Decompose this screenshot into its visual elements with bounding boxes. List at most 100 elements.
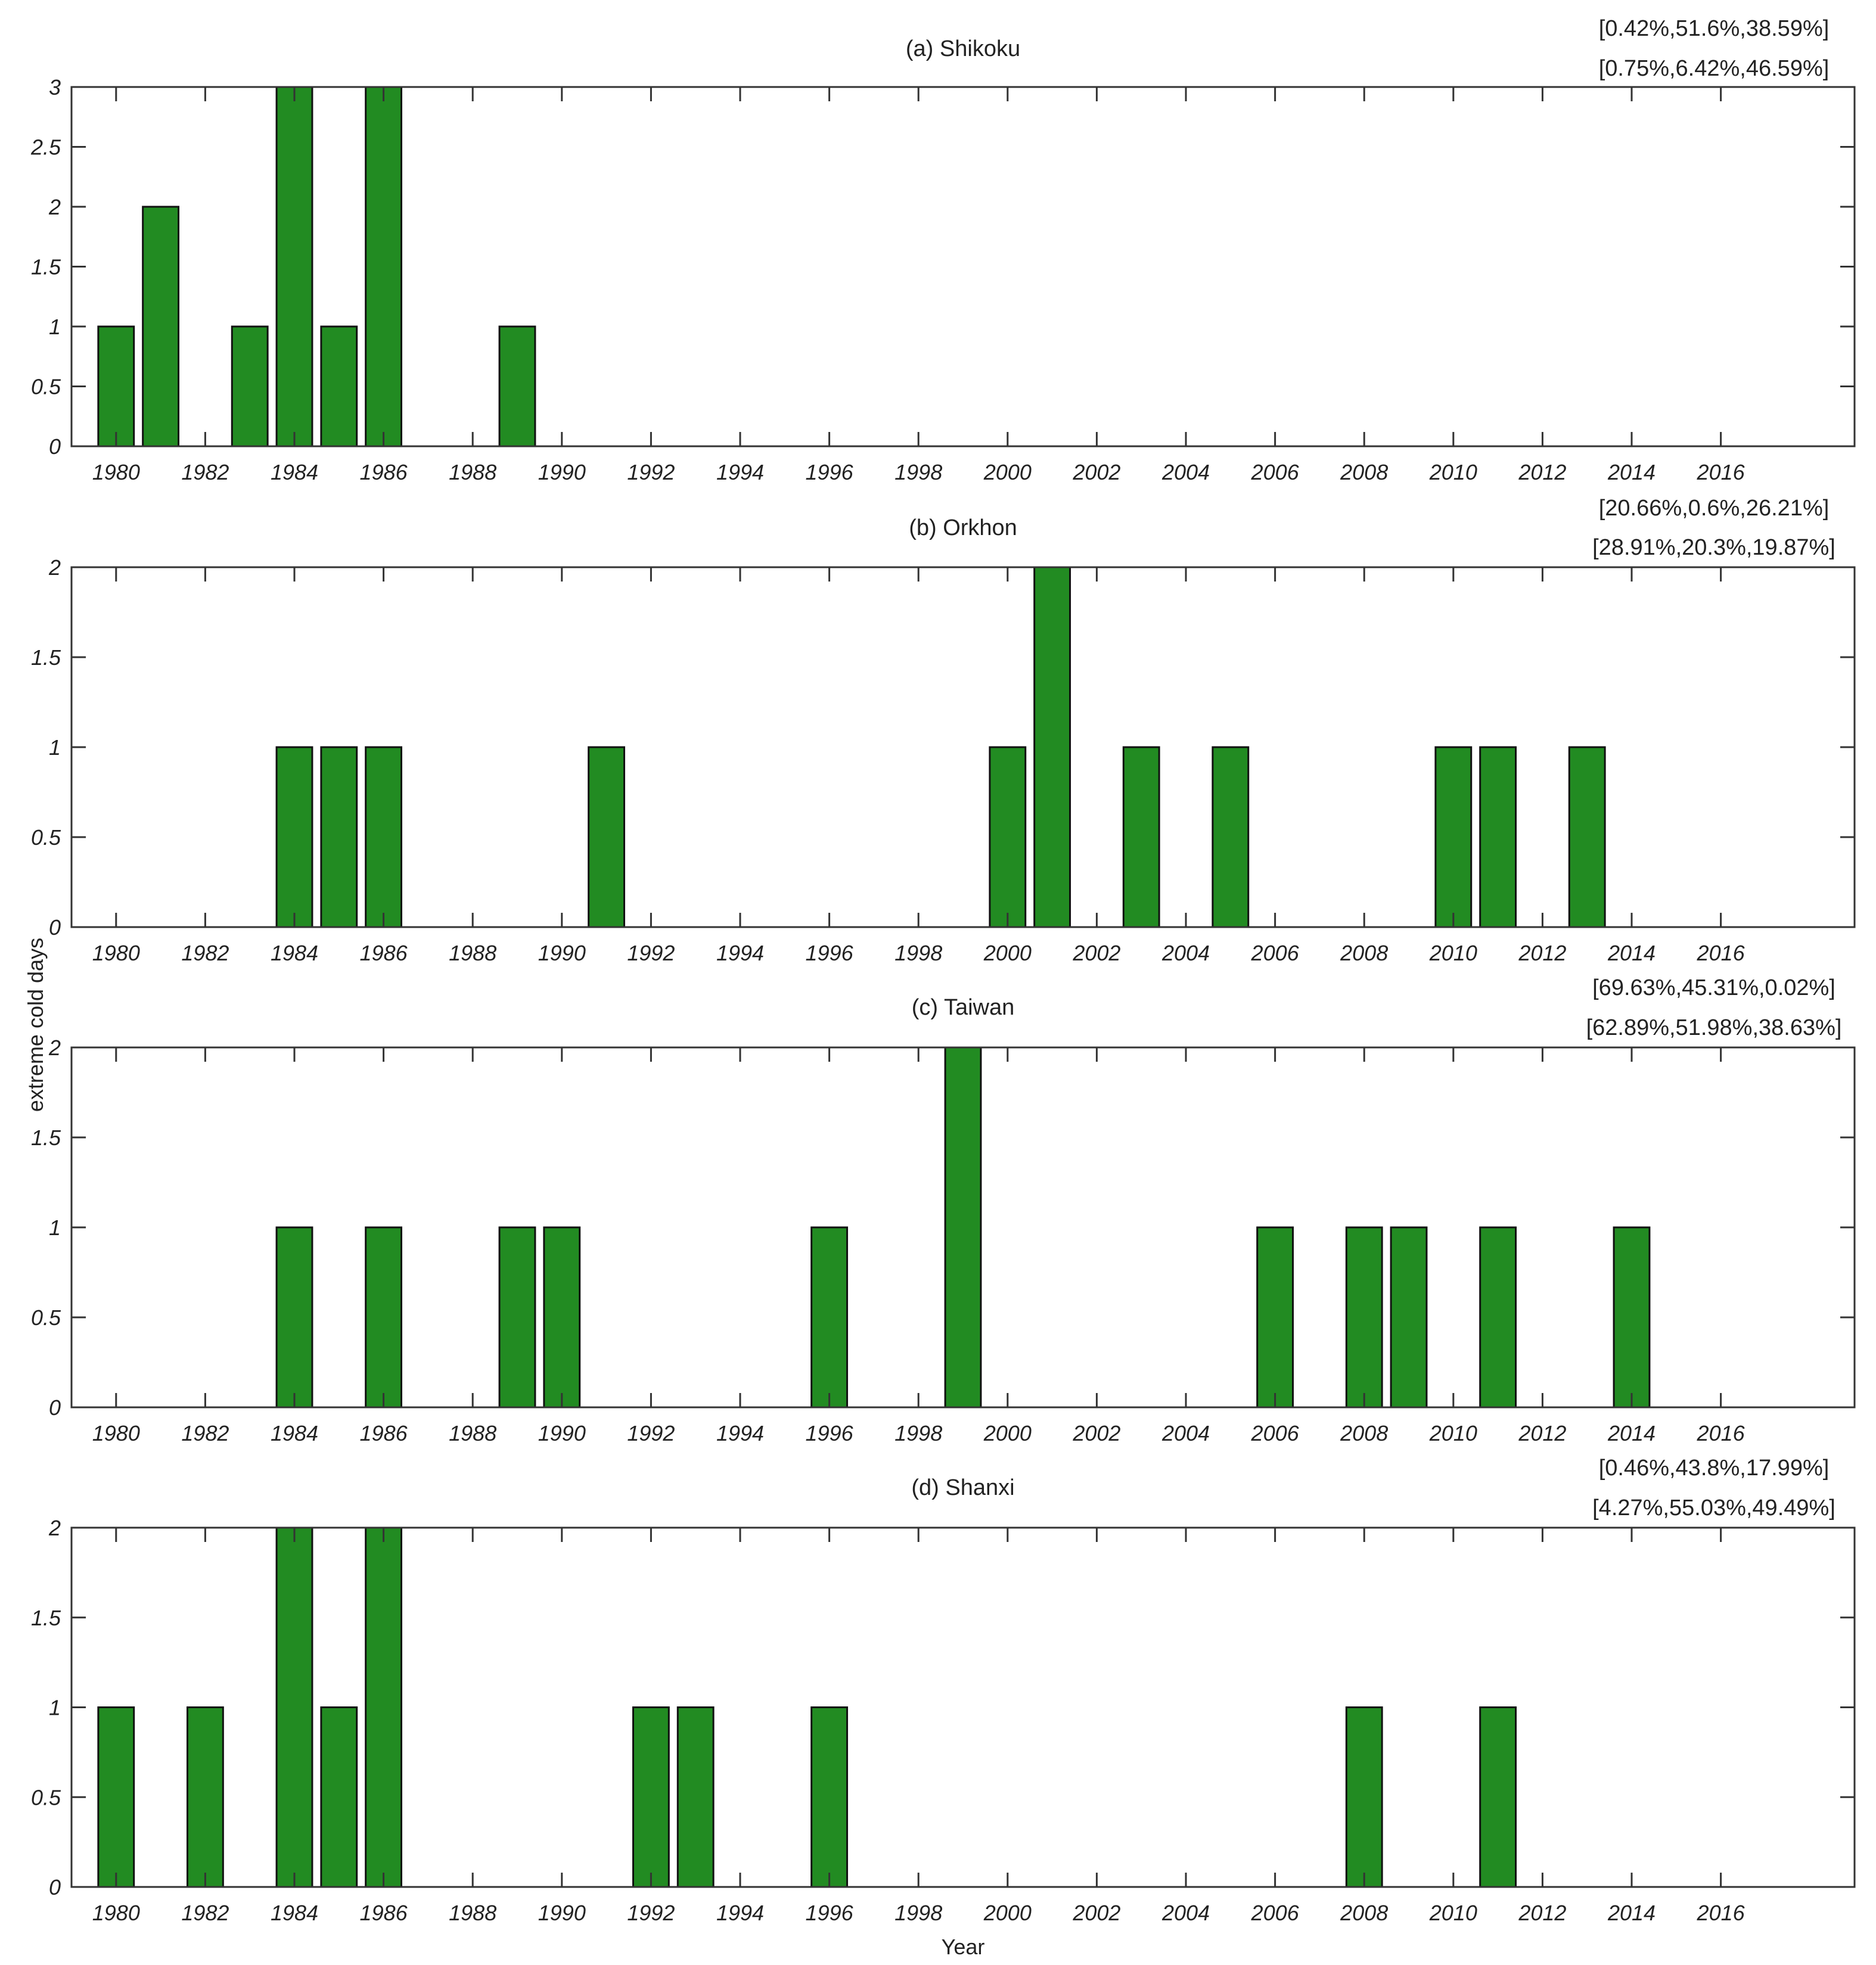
panel-title: (c) Taiwan bbox=[912, 995, 1014, 1020]
x-tick-label-1990: 1990 bbox=[538, 1901, 586, 1925]
x-axis-label: Year bbox=[942, 1935, 985, 1959]
annotation-line-2: [28.91%,20.3%,19.87%] bbox=[1592, 535, 1835, 560]
y-tick-label-3: 3 bbox=[49, 75, 61, 100]
x-tick-label-1996: 1996 bbox=[806, 1421, 854, 1445]
bar-1985 bbox=[320, 325, 358, 447]
x-tick-label-2012: 2012 bbox=[1518, 941, 1566, 965]
x-tick-label-2006: 2006 bbox=[1251, 941, 1300, 965]
bar-2011 bbox=[1479, 1706, 1517, 1888]
x-tick-label-2010: 2010 bbox=[1429, 460, 1477, 484]
x-tick-label-2008: 2008 bbox=[1340, 1901, 1388, 1925]
x-tick-label-1994: 1994 bbox=[716, 460, 764, 484]
bar-2008 bbox=[1345, 1706, 1383, 1888]
x-tick-label-2004: 2004 bbox=[1161, 460, 1210, 484]
x-tick-label-1990: 1990 bbox=[538, 941, 586, 965]
x-tick-label-2000: 2000 bbox=[983, 460, 1032, 484]
bar-1991 bbox=[588, 746, 626, 928]
x-tick-label-1980: 1980 bbox=[92, 941, 140, 965]
annotation-line-2: [0.75%,6.42%,46.59%] bbox=[1599, 56, 1830, 81]
ticks: 1980 1982 1984 1986 1988 1990 1992 1994 1996 1998… bbox=[31, 1516, 1855, 1925]
x-tick-label-1982: 1982 bbox=[181, 1421, 229, 1445]
x-tick-label-1998: 1998 bbox=[894, 1421, 942, 1445]
x-tick-label-2014: 2014 bbox=[1607, 1901, 1656, 1925]
bar-1989 bbox=[498, 325, 536, 447]
x-tick-label-2006: 2006 bbox=[1251, 460, 1300, 484]
panel-title: (d) Shanxi bbox=[911, 1475, 1014, 1500]
axes-frame bbox=[70, 566, 1856, 928]
x-tick-label-2014: 2014 bbox=[1607, 460, 1656, 484]
bar-2003 bbox=[1122, 746, 1160, 928]
x-tick-label-2016: 2016 bbox=[1697, 1421, 1745, 1445]
y-tick-label-0: 0 bbox=[49, 915, 61, 940]
bar-1993 bbox=[676, 1706, 715, 1888]
x-tick-label-1984: 1984 bbox=[271, 1901, 318, 1925]
x-tick-label-1996: 1996 bbox=[806, 1901, 854, 1925]
y-tick-label-1.5: 1.5 bbox=[31, 645, 61, 670]
bar-1996 bbox=[810, 1706, 849, 1888]
x-tick-label-1988: 1988 bbox=[449, 1421, 496, 1445]
x-tick-label-1984: 1984 bbox=[271, 941, 318, 965]
x-tick-label-2006: 2006 bbox=[1251, 1421, 1300, 1445]
bar-1985 bbox=[320, 1706, 358, 1888]
x-tick-label-1996: 1996 bbox=[806, 941, 854, 965]
x-tick-label-1992: 1992 bbox=[627, 1901, 675, 1925]
x-tick-label-2000: 2000 bbox=[983, 1421, 1032, 1445]
x-tick-label-2016: 2016 bbox=[1697, 1901, 1745, 1925]
y-tick-label-2: 2 bbox=[48, 195, 61, 219]
x-tick-label-1980: 1980 bbox=[92, 1901, 140, 1925]
axes-frame bbox=[70, 1046, 1856, 1409]
panel-b: (b) Orkhon [20.66%,0.6%,26.21%] [28.91%,… bbox=[31, 496, 1856, 965]
bar-1989 bbox=[498, 1226, 536, 1409]
bar-2006 bbox=[1256, 1226, 1294, 1409]
y-tick-label-0: 0 bbox=[49, 1875, 61, 1899]
x-tick-label-2002: 2002 bbox=[1072, 1901, 1120, 1925]
x-tick-label-1998: 1998 bbox=[894, 941, 942, 965]
x-tick-label-2000: 2000 bbox=[983, 1901, 1032, 1925]
bars bbox=[275, 1046, 1651, 1409]
x-tick-label-2008: 2008 bbox=[1340, 941, 1388, 965]
bar-2014 bbox=[1613, 1226, 1651, 1409]
x-tick-label-2008: 2008 bbox=[1340, 460, 1388, 484]
x-tick-label-2016: 2016 bbox=[1697, 460, 1745, 484]
y-tick-label-2: 2 bbox=[48, 555, 61, 580]
annotation-line-2: [4.27%,55.03%,49.49%] bbox=[1592, 1495, 1835, 1521]
y-tick-label-1: 1 bbox=[49, 1696, 61, 1720]
bar-2010 bbox=[1434, 746, 1473, 928]
y-tick-label-2: 2 bbox=[48, 1516, 61, 1540]
x-tick-label-2008: 2008 bbox=[1340, 1421, 1388, 1445]
x-tick-label-1994: 1994 bbox=[716, 941, 764, 965]
bar-1986 bbox=[365, 86, 403, 447]
bar-1985 bbox=[320, 746, 358, 928]
x-tick-label-1992: 1992 bbox=[627, 941, 675, 965]
ticks: 1980 1982 1984 1986 1988 1990 1992 1994 1996 1998… bbox=[31, 555, 1855, 965]
panel-a: (a) Shikoku [0.42%,51.6%,38.59%] [0.75%,… bbox=[30, 16, 1856, 484]
x-tick-label-2006: 2006 bbox=[1251, 1901, 1300, 1925]
y-tick-label-0: 0 bbox=[49, 434, 61, 459]
bar-2000 bbox=[989, 746, 1027, 928]
y-tick-label-0.5: 0.5 bbox=[31, 1785, 61, 1809]
axes-frame bbox=[70, 1526, 1856, 1888]
annotation-line-1: [69.63%,45.31%,0.02%] bbox=[1592, 975, 1835, 1000]
x-tick-label-1994: 1994 bbox=[716, 1901, 764, 1925]
ticks: 1980 1982 1984 1986 1988 1990 1992 1994 1996 1998… bbox=[31, 1036, 1855, 1445]
bars bbox=[275, 566, 1606, 928]
x-tick-label-2012: 2012 bbox=[1518, 1901, 1566, 1925]
bar-2005 bbox=[1212, 746, 1250, 928]
x-tick-label-2000: 2000 bbox=[983, 941, 1032, 965]
x-tick-label-2004: 2004 bbox=[1161, 941, 1210, 965]
panel-c: (c) Taiwan [69.63%,45.31%,0.02%] [62.89%… bbox=[31, 975, 1856, 1445]
x-tick-label-2014: 2014 bbox=[1607, 941, 1656, 965]
x-tick-label-1980: 1980 bbox=[92, 1421, 140, 1445]
bar-1986 bbox=[365, 1226, 403, 1409]
bar-1990 bbox=[543, 1226, 581, 1409]
x-tick-label-2016: 2016 bbox=[1697, 941, 1745, 965]
y-tick-label-0.5: 0.5 bbox=[31, 375, 61, 399]
y-tick-label-0.5: 0.5 bbox=[31, 825, 61, 850]
x-tick-label-1994: 1994 bbox=[716, 1421, 764, 1445]
y-tick-label-0: 0 bbox=[49, 1395, 61, 1420]
x-tick-label-2004: 2004 bbox=[1161, 1421, 1210, 1445]
x-tick-label-1982: 1982 bbox=[181, 460, 229, 484]
x-tick-label-1980: 1980 bbox=[92, 460, 140, 484]
x-tick-label-1988: 1988 bbox=[449, 460, 496, 484]
x-tick-label-1986: 1986 bbox=[360, 1421, 408, 1445]
